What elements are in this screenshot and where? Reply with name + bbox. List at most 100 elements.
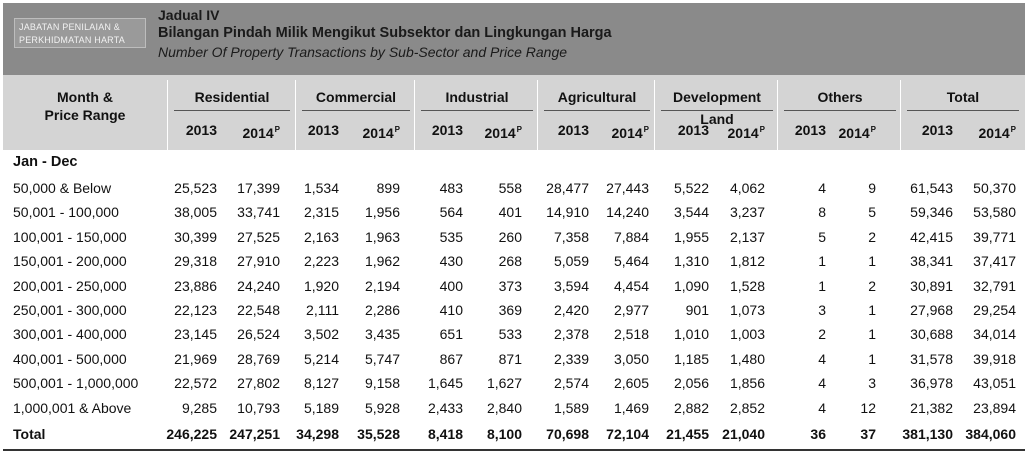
year-2013-label: 2013 bbox=[921, 122, 953, 138]
table-cell: 14,240 bbox=[606, 204, 649, 221]
table-cell: 1 bbox=[868, 302, 876, 318]
table-cell: 5,522 bbox=[673, 180, 709, 196]
table-title-malay: Bilangan Pindah Milik Mengikut Subsektor… bbox=[158, 25, 612, 41]
table-cell: 5 bbox=[818, 228, 826, 245]
table-cell: 1 bbox=[818, 277, 826, 294]
table-cell: 4 bbox=[818, 350, 826, 367]
table-cell: 39,771 bbox=[973, 228, 1016, 245]
table-cell: 2 bbox=[868, 228, 876, 245]
year-2013-header: 2013 bbox=[756, 120, 826, 140]
month-header-line2: Price Range bbox=[44, 107, 126, 123]
year-2013-label: 2013 bbox=[307, 122, 339, 138]
year-2014-label: 2014 bbox=[838, 125, 870, 141]
table-cell: 8,127 bbox=[303, 375, 339, 392]
table-cell: 373 bbox=[498, 277, 522, 294]
table-cell: 1,073 bbox=[729, 302, 765, 318]
year-2014-header: 2014P bbox=[210, 120, 281, 143]
table-cell: 2,286 bbox=[364, 302, 400, 318]
year-2014-label: 2014 bbox=[978, 125, 1010, 141]
table-cell: 3,502 bbox=[303, 326, 339, 343]
table-cell: 34,298 bbox=[296, 426, 339, 442]
table-cell: 9 bbox=[868, 180, 876, 196]
table-cell: 268 bbox=[498, 253, 522, 270]
price-range-label: 500,001 - 1,000,000 bbox=[13, 375, 139, 392]
table-cell: 30,399 bbox=[174, 228, 217, 245]
year-2014-header: 2014P bbox=[806, 120, 877, 143]
table-cell: 3 bbox=[818, 302, 826, 318]
preliminary-mark: P bbox=[759, 125, 765, 134]
column-group-others: Others bbox=[817, 89, 863, 105]
table-cell: 381,130 bbox=[902, 426, 953, 442]
table-cell: 5,214 bbox=[303, 350, 339, 367]
table-row: 250,001 - 300,000 22,123 22,548 2,111 2,286 4… bbox=[0, 300, 1033, 324]
table-cell: 2,194 bbox=[364, 277, 400, 294]
column-separator bbox=[777, 80, 778, 150]
table-cell: 26,524 bbox=[237, 326, 280, 343]
table-cell: 4 bbox=[818, 375, 826, 392]
column-group-total: Total bbox=[946, 89, 980, 105]
column-group-underline bbox=[544, 110, 650, 111]
table-cell: 1,962 bbox=[364, 253, 400, 270]
table-cell: 29,318 bbox=[174, 253, 217, 270]
year-2013-header: 2013 bbox=[147, 120, 217, 140]
table-cell: 4 bbox=[818, 180, 826, 196]
price-range-label: 1,000,001 & Above bbox=[13, 399, 132, 416]
table-cell: 38,005 bbox=[174, 204, 217, 221]
table-cell: 3,050 bbox=[613, 350, 649, 367]
table-cell: 21,040 bbox=[722, 426, 765, 442]
table-cell: 5,747 bbox=[364, 350, 400, 367]
column-group-underline bbox=[661, 110, 773, 111]
year-2014-header: 2014P bbox=[452, 120, 523, 143]
table-title-english: Number Of Property Transactions by Sub-S… bbox=[158, 44, 568, 60]
table-cell: 4,454 bbox=[613, 277, 649, 294]
table-cell: 2,574 bbox=[553, 375, 589, 392]
table-cell: 36,978 bbox=[910, 375, 953, 392]
table-cell: 27,443 bbox=[606, 180, 649, 196]
table-cell: 70,698 bbox=[546, 426, 589, 442]
table-row: 200,001 - 250,000 23,886 24,240 1,920 2,194 4… bbox=[0, 276, 1033, 300]
year-2014-header: 2014P bbox=[695, 120, 766, 143]
price-range-label: 50,001 - 100,000 bbox=[13, 204, 119, 221]
table-cell: 2,056 bbox=[673, 375, 709, 392]
table-bottom-rule bbox=[3, 449, 1025, 451]
column-separator bbox=[414, 80, 415, 150]
table-header bbox=[3, 75, 1025, 150]
table-cell: 5,464 bbox=[613, 253, 649, 270]
department-name-line2: PERKHIDMATAN HARTA bbox=[19, 35, 125, 45]
table-cell: 27,525 bbox=[237, 228, 280, 245]
year-2013-header: 2013 bbox=[883, 120, 953, 140]
title-banner bbox=[3, 3, 1025, 75]
table-cell: 50,370 bbox=[973, 180, 1016, 196]
table-cell: 23,145 bbox=[174, 326, 217, 343]
column-group-underline bbox=[174, 110, 290, 111]
column-group-commercial: Commercial bbox=[315, 89, 397, 105]
table-cell: 5,059 bbox=[553, 253, 589, 270]
table-cell: 3,435 bbox=[364, 326, 400, 343]
table-cell: 21,382 bbox=[910, 399, 953, 416]
table-cell: 1,627 bbox=[486, 375, 522, 392]
table-cell: 1,920 bbox=[303, 277, 339, 294]
table-cell: 17,399 bbox=[237, 180, 280, 196]
table-row: 100,001 - 150,000 30,399 27,525 2,163 1,963 5… bbox=[0, 227, 1033, 251]
total-label: Total bbox=[13, 426, 46, 442]
table-cell: 1,956 bbox=[364, 204, 400, 221]
table-cell: 5,928 bbox=[364, 399, 400, 416]
table-cell: 1,528 bbox=[729, 277, 765, 294]
table-cell: 3 bbox=[868, 375, 876, 392]
table-cell: 2,315 bbox=[303, 204, 339, 221]
year-2014-label: 2014 bbox=[242, 125, 274, 141]
preliminary-mark: P bbox=[1010, 125, 1016, 134]
table-cell: 2,852 bbox=[729, 399, 765, 416]
table-cell: 2,518 bbox=[613, 326, 649, 343]
column-group-underline bbox=[907, 110, 1019, 111]
table-cell: 42,415 bbox=[910, 228, 953, 245]
table-cell: 1,645 bbox=[427, 375, 463, 392]
year-2014-label: 2014 bbox=[484, 125, 516, 141]
column-group-underline bbox=[784, 110, 896, 111]
table-cell: 37 bbox=[860, 426, 876, 442]
table-cell: 30,891 bbox=[910, 277, 953, 294]
table-cell: 27,802 bbox=[237, 375, 280, 392]
table-cell: 1 bbox=[868, 326, 876, 343]
table-cell: 22,572 bbox=[174, 375, 217, 392]
year-2013-label: 2013 bbox=[794, 122, 826, 138]
